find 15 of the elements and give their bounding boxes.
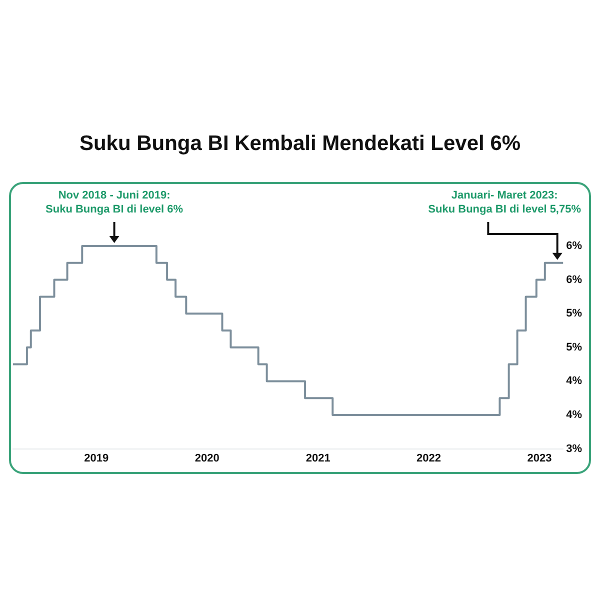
y-tick-label: 6%	[566, 240, 582, 252]
x-tick-label: 2020	[194, 452, 220, 464]
x-tick-label: 2019	[84, 452, 109, 464]
x-tick-label: 2023	[527, 452, 552, 464]
annotation: Nov 2018 - Juni 2019: Suku Bunga BI di level 6%	[46, 190, 184, 216]
x-tick-label: 2022	[416, 452, 442, 464]
y-tick-label: 6%	[566, 274, 582, 286]
chart-title: Suku Bunga BI Kembali Mendekati Level 6%	[78, 132, 522, 156]
y-tick-label: 4%	[566, 375, 582, 388]
y-tick-label: 5%	[566, 308, 582, 320]
x-tick-label: 2021	[306, 452, 330, 464]
y-tick-label: 4%	[566, 409, 582, 422]
y-tick-label: 5%	[566, 341, 582, 354]
y-tick-label: 3%	[566, 442, 582, 455]
annotation: Januari- Maret 2023: Suku Bunga BI di level 5,75%	[428, 190, 582, 216]
